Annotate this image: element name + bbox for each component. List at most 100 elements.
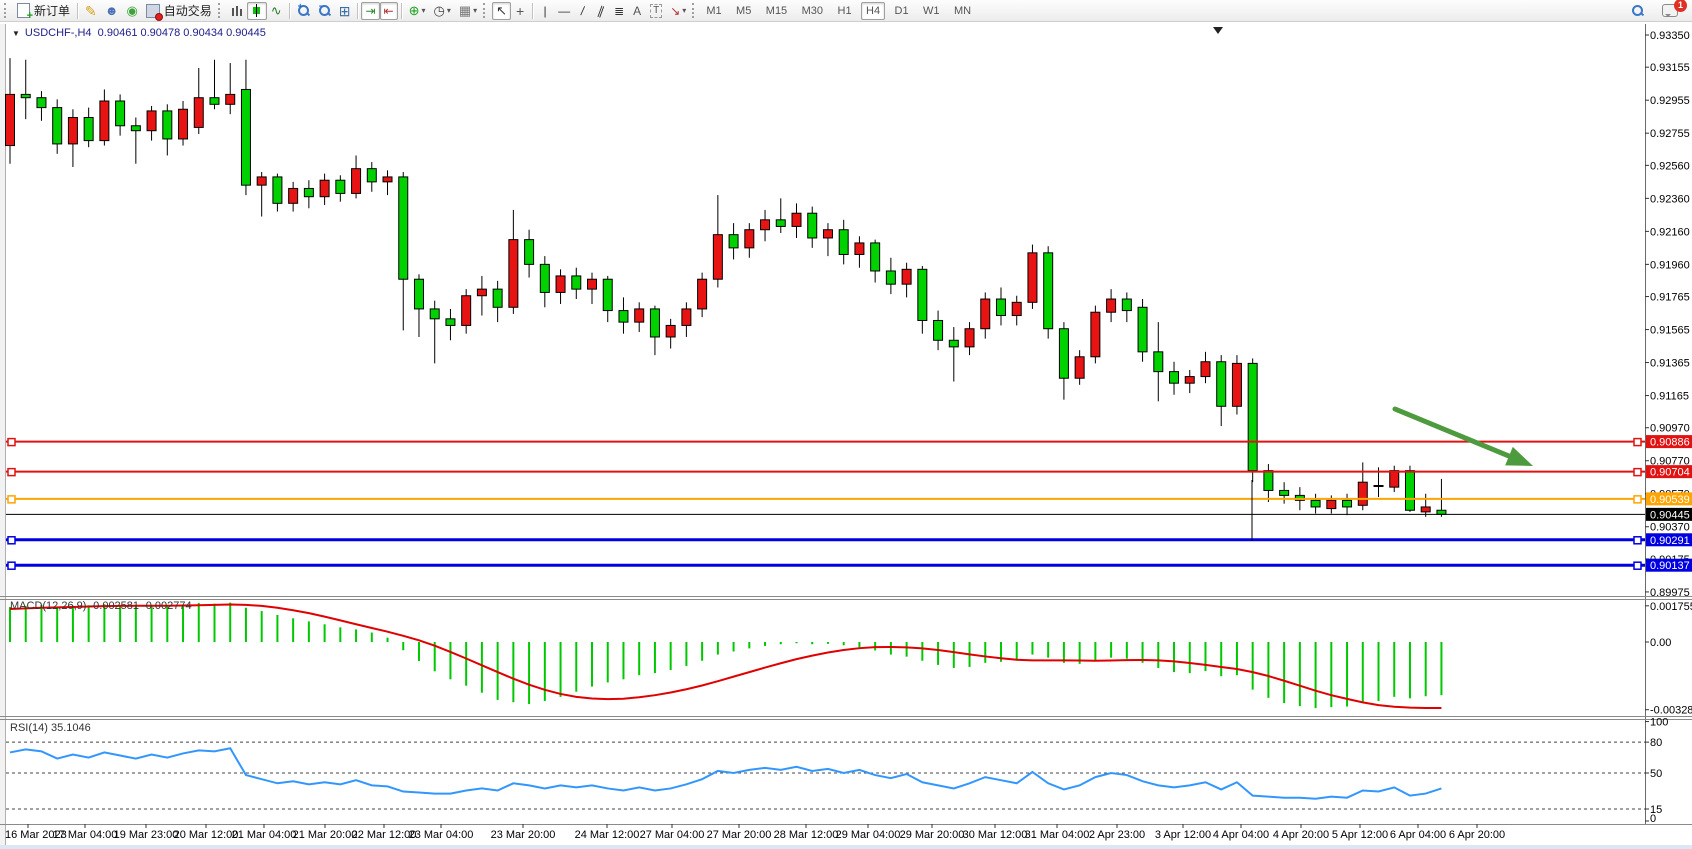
vertical-line-button[interactable]: | (536, 2, 554, 20)
timeframe-m5[interactable]: M5 (731, 2, 756, 20)
tile-windows-icon: ⊞ (338, 2, 351, 19)
templates-button[interactable]: ▦ ▾ (455, 2, 481, 20)
toolbar-grip[interactable] (483, 3, 489, 18)
trendline-button[interactable]: / (574, 2, 592, 20)
timeframe-m15[interactable]: M15 (761, 2, 792, 20)
auto-scroll-icon: ⇥ (365, 3, 376, 18)
svg-text:0.90445: 0.90445 (1650, 509, 1690, 521)
svg-text:0.92755: 0.92755 (1650, 128, 1690, 140)
svg-text:100: 100 (1650, 717, 1668, 729)
candlestick-chart-button[interactable] (246, 1, 267, 20)
vertical-line-icon: | (543, 3, 547, 18)
search-button[interactable] (1627, 2, 1648, 20)
svg-text:23 Mar 20:00: 23 Mar 20:00 (491, 829, 556, 841)
indicators-button[interactable]: ⊕ ▾ (405, 2, 430, 20)
svg-text:19 Mar 23:00: 19 Mar 23:00 (114, 829, 179, 841)
timeframe-d1[interactable]: D1 (890, 2, 914, 20)
auto-trading-icon (145, 3, 163, 21)
crosshair-button[interactable]: + (511, 2, 529, 20)
macd-values: -0.002581 -0.002774 (89, 600, 192, 612)
price-axis[interactable] (1645, 34, 1649, 593)
auto-trading-button[interactable]: 自动交易 (142, 2, 216, 21)
timeframe-mn[interactable]: MN (949, 2, 976, 20)
svg-text:6 Apr 04:00: 6 Apr 04:00 (1390, 829, 1446, 841)
text-button[interactable]: A (628, 2, 646, 20)
profile-button[interactable]: ☻ (101, 2, 123, 20)
svg-text:0.001755: 0.001755 (1650, 601, 1692, 613)
line-chart-icon: ∿ (270, 2, 282, 18)
svg-text:0.91365: 0.91365 (1650, 358, 1690, 370)
svg-text:0.92160: 0.92160 (1650, 226, 1690, 238)
svg-text:80: 80 (1650, 737, 1662, 749)
svg-text:0.90886: 0.90886 (1650, 437, 1690, 449)
svg-text:2 Apr 23:00: 2 Apr 23:00 (1089, 829, 1145, 841)
rsi-panel (6, 721, 1649, 822)
trend-arrow-annotation[interactable] (1392, 406, 1533, 466)
arrows-button[interactable]: ↘ ▾ (666, 2, 690, 20)
line-chart-button[interactable]: ∿ (267, 2, 286, 20)
zoom-out-button[interactable]: − (314, 1, 335, 20)
macd-label: MACD(12,26,9) -0.002581 -0.002774 (10, 600, 192, 612)
svg-text:23 Mar 04:00: 23 Mar 04:00 (409, 829, 474, 841)
notifications-button[interactable]: 1 (1658, 0, 1687, 20)
fibonacci-button[interactable]: ≣ (610, 2, 628, 20)
timeframe-h4[interactable]: H4 (861, 2, 886, 20)
search-icon (1631, 4, 1644, 17)
chart-shift-button[interactable]: ⇤ (379, 1, 398, 20)
timeframe-m1[interactable]: M1 (701, 2, 726, 20)
svg-text:29 Mar 20:00: 29 Mar 20:00 (900, 829, 965, 841)
time-axis[interactable] (27, 824, 1478, 828)
svg-text:27 Mar 20:00: 27 Mar 20:00 (707, 829, 772, 841)
candlestick-icon (250, 4, 263, 17)
svg-text:0.90291: 0.90291 (1650, 535, 1690, 547)
toolbar: + 新订单 ✎ ☻ ◉ 自动交易 ∿ + − ⊞ ⇥ ⇤ ⊕ ▾ ◷ ▾ ▦ ▾ ↖ … (0, 0, 1692, 22)
svg-text:0.91765: 0.91765 (1650, 292, 1690, 304)
rsi-label: RSI(14) 35.1046 (10, 722, 91, 734)
horizontal-lines[interactable] (6, 435, 1692, 572)
new-order-button[interactable]: + 新订单 (13, 2, 74, 22)
symbol-dropdown-icon[interactable]: ▼ (12, 29, 20, 38)
separator (77, 2, 79, 19)
timeframe-w1[interactable]: W1 (918, 2, 945, 20)
highlight-button[interactable]: ✎ (81, 2, 101, 20)
toolbar-grip[interactable] (4, 3, 10, 18)
separator (532, 2, 534, 19)
svg-text:4 Apr 20:00: 4 Apr 20:00 (1273, 829, 1329, 841)
bar-chart-button[interactable] (227, 2, 247, 20)
timeframe-h1[interactable]: H1 (833, 2, 857, 20)
channel-button[interactable]: ∥ (592, 2, 610, 20)
text-label-button[interactable]: T (646, 2, 666, 20)
svg-text:21 Mar 20:00: 21 Mar 20:00 (293, 829, 358, 841)
svg-text:0.91960: 0.91960 (1650, 259, 1690, 271)
toolbar-grip[interactable] (217, 3, 224, 18)
trendline-icon: / (580, 3, 586, 18)
separator (400, 2, 402, 19)
svg-text:29 Mar 04:00: 29 Mar 04:00 (836, 829, 901, 841)
signal-button[interactable]: ◉ (122, 2, 141, 20)
zoom-in-button[interactable]: + (293, 1, 314, 20)
toolbar-grip[interactable] (692, 3, 698, 18)
timeframe-m30[interactable]: M30 (797, 2, 828, 20)
symbol-name: USDCHF-,H4 (24, 27, 92, 39)
notification-badge: 1 (1674, 0, 1687, 12)
chart-shift-marker[interactable] (1213, 27, 1223, 34)
svg-text:0: 0 (1650, 813, 1656, 825)
arrows-icon: ↘ (670, 3, 681, 18)
tile-windows-button[interactable]: ⊞ (335, 2, 355, 20)
chart-ohlc-info: ▼ USDCHF-,H4 0.90461 0.90478 0.90434 0.90… (12, 27, 266, 39)
svg-text:30 Mar 12:00: 30 Mar 12:00 (963, 829, 1028, 841)
periods-button[interactable]: ◷ ▾ (429, 2, 454, 20)
horizontal-line-button[interactable]: — (554, 2, 574, 20)
svg-text:3 Apr 12:00: 3 Apr 12:00 (1155, 829, 1211, 841)
rsi-value: 35.1046 (50, 722, 91, 734)
cursor-icon: ↖ (496, 2, 508, 18)
separator (288, 2, 290, 19)
svg-text:5 Apr 12:00: 5 Apr 12:00 (1332, 829, 1388, 841)
cursor-button[interactable]: ↖ (492, 1, 512, 20)
rsi-name: RSI(14) (10, 722, 48, 734)
timeframe-group: M1 M5 M15 M30 H1 H4 D1 W1 MN (701, 1, 976, 20)
auto-scroll-button[interactable]: ⇥ (361, 1, 380, 20)
clock-icon: ◷ (433, 2, 445, 18)
text-label-icon: T (650, 3, 663, 18)
